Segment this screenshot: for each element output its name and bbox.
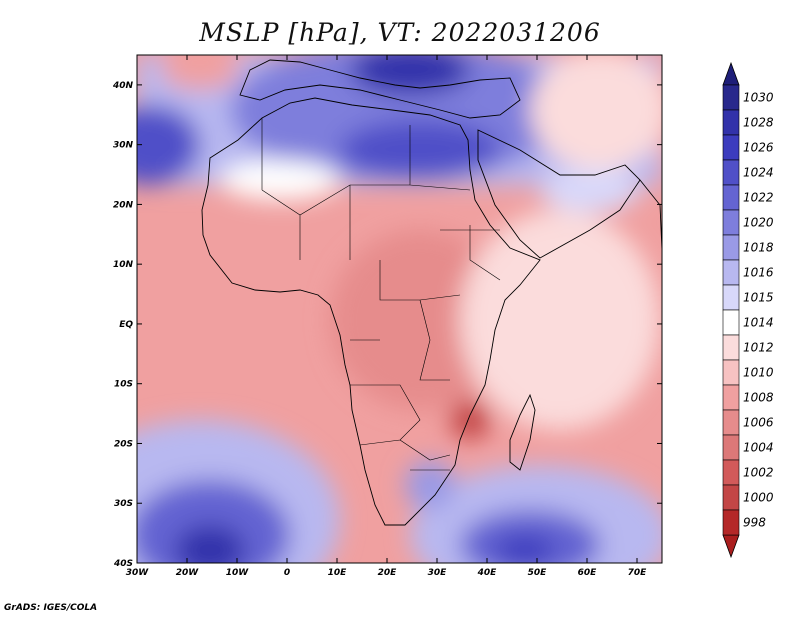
colorbar-label: 1006	[743, 416, 774, 430]
lon-tick-label: 10E	[328, 568, 348, 578]
lat-tick-label: 10N	[113, 260, 134, 270]
colorbar-label: 1004	[743, 441, 774, 455]
colorbar-swatch	[722, 259, 740, 286]
lat-tick-label: 20N	[113, 200, 134, 210]
chart-title: MSLP [hPa], VT: 2022031206	[199, 18, 601, 47]
lon-tick-label: 60E	[578, 568, 598, 578]
colorbar: 1030 1028 1026 1024 1022 1020 1018 1016 1015 1014…	[722, 61, 774, 559]
lat-tick-label: 30S	[114, 499, 133, 509]
arabia-coastline	[477, 129, 641, 259]
madagascar-coastline	[509, 393, 536, 471]
country-borders	[261, 118, 501, 471]
colorbar-label: 1020	[743, 216, 774, 230]
colorbar-label: 1024	[743, 166, 774, 180]
lat-tick-label: 10S	[114, 380, 133, 390]
colorbar-swatch	[722, 234, 740, 261]
colorbar-swatch	[722, 334, 740, 361]
map-frame	[136, 54, 663, 564]
colorbar-label: 1014	[743, 316, 774, 330]
colorbar-label: 1016	[743, 266, 774, 280]
lat-tick-label: 40S	[113, 559, 133, 569]
lat-tick-label: EQ	[119, 320, 133, 330]
colorbar-label: 1012	[743, 341, 774, 355]
credit-text: GrADS: IGES/COLA	[4, 603, 98, 613]
colorbar-label: 1030	[743, 91, 774, 105]
colorbar-swatch	[722, 484, 740, 511]
lon-tick-label: 40E	[477, 568, 498, 578]
colorbar-swatch	[722, 184, 740, 211]
lon-tick-label: 30W	[126, 568, 150, 578]
colorbar-swatch	[722, 134, 740, 161]
colorbar-label: 1018	[743, 241, 774, 255]
colorbar-swatch	[722, 309, 740, 336]
lon-tick-label: 70E	[628, 568, 648, 578]
lon-tick-label: 20E	[378, 568, 398, 578]
lat-tick-label: 30N	[113, 141, 134, 151]
lon-tick-label: 50E	[528, 568, 548, 578]
colorbar-swatch	[722, 359, 740, 386]
longitude-ticks: 30W 20W 10W 0 10E 20E 30E 40E 50E 60E 70E	[126, 55, 647, 578]
lat-tick-label: 40N	[112, 81, 134, 91]
colorbar-swatch	[722, 384, 740, 411]
colorbar-label: 1000	[743, 491, 774, 505]
colorbar-swatch	[722, 84, 740, 111]
latitude-ticks: 40N 30N 20N 10N EQ 10S 20S 30S 40S	[112, 81, 662, 569]
coastline	[201, 59, 662, 526]
colorbar-swatch	[722, 459, 740, 486]
colorbar-swatch	[722, 434, 740, 461]
colorbar-label: 1002	[743, 466, 774, 480]
colorbar-label: 1022	[743, 191, 774, 205]
colorbar-label: 1015	[743, 291, 774, 305]
colorbar-label: 1008	[743, 391, 774, 405]
colorbar-swatch	[722, 284, 740, 311]
lon-tick-label: 10W	[226, 568, 250, 578]
colorbar-swatch	[722, 209, 740, 236]
colorbar-swatch	[722, 109, 740, 136]
colorbar-label: 1010	[743, 366, 774, 380]
colorbar-swatch	[722, 509, 740, 536]
lon-tick-label: 0	[284, 568, 290, 578]
europe-coastline	[239, 59, 521, 119]
colorbar-label: 1028	[743, 116, 774, 130]
colorbar-bottom-cap	[722, 534, 740, 559]
lon-tick-label: 20W	[176, 568, 200, 578]
lat-tick-label: 20S	[114, 439, 133, 449]
colorbar-label: 1026	[743, 141, 774, 155]
africa-coastline	[201, 97, 541, 526]
lon-tick-label: 30E	[428, 568, 448, 578]
india-coastline	[639, 179, 662, 251]
colorbar-top-cap	[722, 61, 740, 86]
colorbar-swatch	[722, 409, 740, 436]
pressure-field	[137, 55, 662, 563]
colorbar-swatch	[722, 159, 740, 186]
colorbar-label: 998	[743, 516, 766, 530]
